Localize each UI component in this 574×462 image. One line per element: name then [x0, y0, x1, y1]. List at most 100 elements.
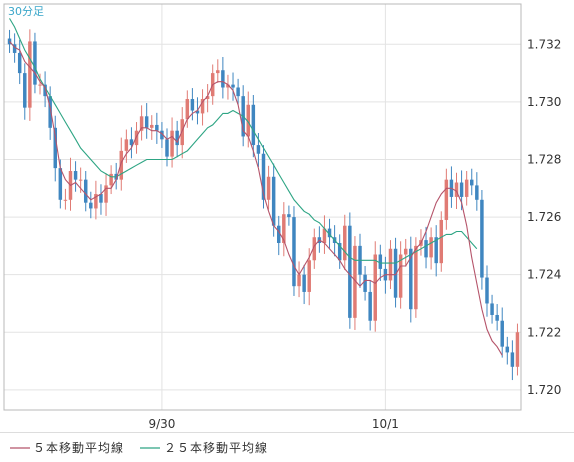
candle-body: [139, 116, 144, 131]
candle-body: [216, 70, 220, 74]
candle-body: [160, 130, 164, 140]
candle-body: [221, 70, 225, 88]
x-axis-labels: 9/30 10/1: [148, 417, 398, 431]
candle-body: [170, 130, 174, 157]
candle-body: [119, 150, 124, 180]
y-tick-label: 1.722: [527, 325, 561, 339]
y-tick-label: 1.728: [527, 152, 561, 166]
candle-body: [444, 179, 449, 220]
candle-body: [155, 124, 159, 131]
candle-body: [363, 274, 367, 292]
candle-body: [439, 219, 444, 264]
candle-body: [327, 228, 332, 238]
y-tick-label: 1.732: [527, 37, 561, 51]
candle-body: [287, 214, 291, 218]
candle-body: [495, 314, 499, 321]
plot-frame: [3, 3, 522, 411]
candle-body: [150, 124, 154, 128]
candle-body: [94, 194, 98, 209]
candle-body: [378, 254, 383, 269]
candle-body: [144, 116, 149, 128]
candle-body: [480, 199, 484, 278]
candle-body: [515, 332, 520, 367]
candle-body: [276, 225, 281, 243]
candle-body: [271, 176, 276, 226]
y-tick-label: 1.720: [527, 383, 561, 397]
candle-body: [175, 130, 179, 146]
candle-body: [403, 248, 408, 255]
candle-body: [302, 274, 306, 292]
candle-body: [104, 185, 108, 203]
candle-body: [185, 99, 190, 120]
candle-body: [58, 168, 63, 200]
candle-body: [89, 202, 93, 209]
x-tick-label: 10/1: [372, 417, 399, 431]
y-tick-label: 1.724: [527, 268, 561, 282]
candle-body: [17, 52, 22, 74]
candle-body: [261, 153, 266, 200]
x-tick-label: 9/30: [148, 417, 175, 431]
period-label: 30分足: [8, 5, 44, 18]
legend-label-ma5: ５本移動平均線: [33, 440, 124, 455]
candle-body: [28, 41, 32, 108]
candle-body: [12, 44, 17, 53]
candle-body: [434, 237, 438, 264]
candle-body: [464, 179, 469, 197]
candle-body: [78, 179, 83, 181]
candle-body: [429, 237, 433, 258]
candle-body: [475, 185, 479, 200]
candle-body: [134, 130, 139, 146]
candles: [7, 29, 520, 381]
candle-body: [205, 96, 210, 100]
candle-body: [353, 245, 357, 318]
candle-body: [38, 84, 42, 86]
candle-body: [490, 303, 494, 315]
candle-body: [312, 237, 317, 261]
candle-body: [510, 352, 515, 367]
candle-body: [343, 225, 347, 261]
candle-body: [200, 99, 205, 114]
candle-body: [231, 84, 235, 88]
ma5-line: [9, 41, 503, 356]
y-axis-labels: 1.732 1.730 1.728 1.726 1.724 1.722 1.720: [527, 37, 561, 397]
candle-body: [195, 110, 200, 114]
candle-body: [500, 320, 504, 347]
candle-body: [251, 104, 256, 146]
candle-body: [282, 214, 286, 243]
candle-body: [414, 245, 418, 310]
candle-body: [393, 248, 398, 298]
candle-body: [53, 127, 57, 169]
candle-body: [459, 182, 464, 197]
candle-body: [322, 228, 327, 243]
candle-body: [48, 96, 52, 128]
candle-body: [190, 99, 195, 111]
candle-body: [129, 139, 134, 146]
candle-body: [180, 119, 184, 146]
candle-body: [398, 254, 403, 298]
candle-body: [505, 346, 510, 353]
candle-body: [337, 242, 342, 261]
candle-body: [348, 225, 352, 318]
y-tick-label: 1.726: [527, 210, 561, 224]
candle-body: [292, 217, 296, 287]
candle-body: [388, 248, 393, 281]
candle-body: [124, 139, 129, 151]
candle-body: [43, 84, 47, 97]
candle-body: [23, 73, 27, 108]
candle-body: [424, 240, 428, 258]
candle-body: [109, 173, 113, 186]
candle-body: [307, 260, 311, 292]
legend-label-ma25: ２５本移動平均線: [164, 440, 268, 455]
candle-body: [73, 171, 78, 180]
moving-average-lines: [9, 18, 503, 356]
candle-body: [246, 104, 251, 137]
ma25-line: [9, 18, 478, 264]
candle-body: [63, 199, 68, 201]
candle-body: [99, 194, 103, 203]
candle-body: [470, 179, 474, 186]
candle-body: [256, 145, 261, 154]
candle-body: [165, 139, 169, 157]
candle-body: [226, 84, 230, 88]
